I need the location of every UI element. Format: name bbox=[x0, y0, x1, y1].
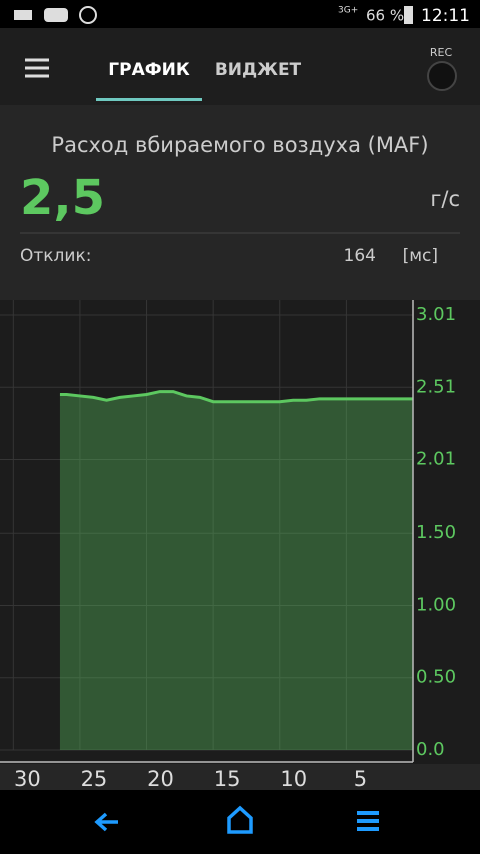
sensor-title: Расход вбираемого воздуха (MAF) bbox=[51, 133, 428, 157]
y-tick-label: 0.50 bbox=[416, 667, 456, 688]
recents-button[interactable] bbox=[357, 811, 379, 831]
x-tick-label: 20 bbox=[147, 767, 174, 791]
sensor-value: 2,5 bbox=[20, 170, 105, 226]
response-label: Отклик: bbox=[20, 246, 91, 266]
x-tick-label: 10 bbox=[280, 767, 307, 791]
rec-label: REC bbox=[430, 46, 453, 59]
sensor-unit: г/с bbox=[430, 187, 460, 211]
tab[interactable]: ВИДЖЕТ bbox=[215, 60, 302, 80]
y-tick-label: 1.00 bbox=[416, 594, 456, 615]
tab[interactable]: ГРАФИК bbox=[108, 60, 190, 80]
y-tick-label: 1.50 bbox=[416, 522, 456, 543]
toolbar bbox=[0, 28, 480, 105]
x-tick-label: 5 bbox=[354, 767, 367, 791]
menu-button[interactable] bbox=[25, 58, 49, 78]
play-icon bbox=[79, 6, 97, 24]
clock: 12:11 bbox=[421, 6, 470, 26]
x-tick-label: 30 bbox=[14, 767, 41, 791]
home-button[interactable] bbox=[227, 805, 253, 834]
back-button[interactable] bbox=[94, 812, 118, 832]
rec-button[interactable] bbox=[427, 61, 457, 91]
response-value: 164 bbox=[344, 246, 376, 266]
x-tick-label: 25 bbox=[81, 767, 108, 791]
line bbox=[59, 390, 413, 404]
x-tick-label: 15 bbox=[214, 767, 241, 791]
signal-icon bbox=[14, 10, 32, 20]
battery: 66 % bbox=[366, 7, 404, 25]
cloud-icon bbox=[44, 8, 68, 22]
y-tick-label: 0.0 bbox=[416, 739, 445, 760]
y-tick-label: 2.01 bbox=[416, 449, 456, 470]
area bbox=[59, 391, 414, 750]
battery-icon bbox=[404, 6, 413, 24]
network: 3G+ bbox=[338, 6, 358, 16]
y-tick-label: 2.51 bbox=[416, 376, 456, 397]
chart: 0.0 0.50 1.00 1.50 2.01 2.51 3.01 30 25 20 15 10 5 bbox=[0, 300, 456, 791]
tab-indicator bbox=[96, 98, 202, 101]
response-unit: [мс] bbox=[403, 246, 438, 266]
nav-bar bbox=[0, 790, 480, 854]
y-tick-label: 3.01 bbox=[416, 304, 456, 325]
